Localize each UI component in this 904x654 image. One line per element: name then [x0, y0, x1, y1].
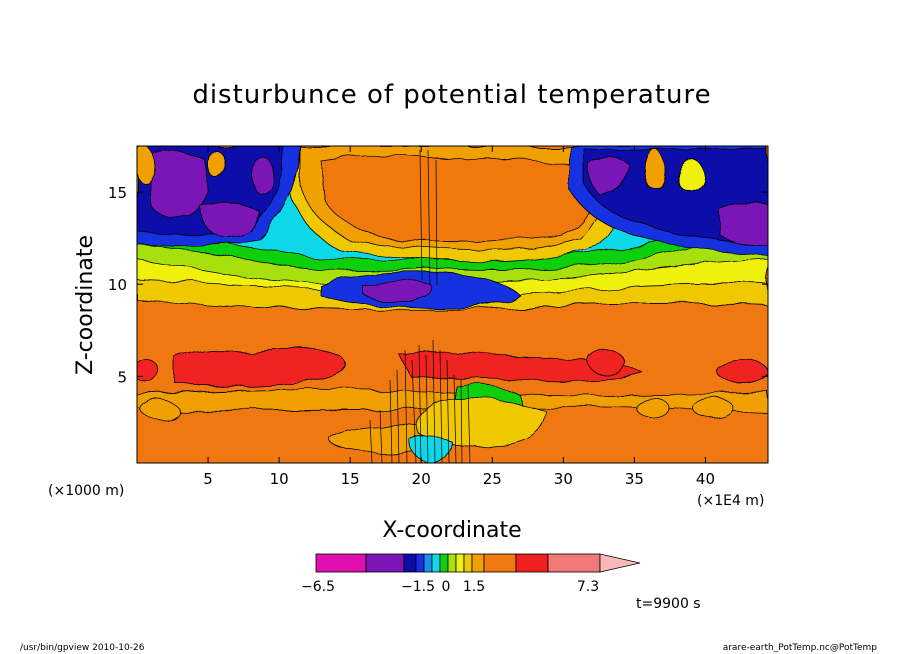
x-tick-label: 30	[554, 470, 573, 488]
colorbar-label: −6.5	[301, 579, 335, 595]
low-blob	[636, 397, 670, 419]
colorbar-segment	[447, 553, 457, 573]
ur-orange-blob	[675, 158, 705, 192]
ur-purple	[589, 157, 631, 196]
x-axis-label: X-coordinate	[382, 518, 521, 543]
convective-lines	[369, 149, 471, 463]
x-tick-label: 5	[203, 470, 213, 488]
colorbar-arrow	[599, 553, 641, 573]
footer-left: /usr/bin/gpview 2010-10-26	[20, 643, 145, 653]
colorbar-segment	[455, 553, 465, 573]
colorbar-segment	[415, 553, 425, 573]
ul-purple	[199, 202, 261, 239]
plot-frame	[136, 145, 769, 464]
colorbar-segment	[463, 553, 473, 573]
x-tick-label: 25	[483, 470, 502, 488]
x-unit-label: (×1E4 m)	[697, 493, 764, 509]
colorbar-segment	[547, 553, 601, 573]
colorbar-label: 1.5	[463, 579, 485, 595]
colorbar-segment	[365, 553, 405, 573]
red-blob	[717, 359, 768, 385]
colorbar-segment	[315, 553, 367, 573]
colorbar-label: 7.3	[577, 579, 599, 595]
y-tick-label: 5	[117, 368, 127, 386]
y-axis-label: Z-coordinate	[73, 235, 98, 375]
red-band	[399, 351, 641, 381]
colorbar-labels: −6.5 −1.5 0 1.5 7.3	[301, 579, 599, 595]
x-tick-label: 40	[696, 470, 715, 488]
chart-title: disturbunce of potential temperature	[192, 80, 711, 110]
x-axis: 5 10 15 20 25 30 35 40	[203, 146, 715, 488]
time-annotation: t=9900 s	[636, 596, 701, 612]
colorbar-segment	[423, 553, 433, 573]
colorbar-segment	[439, 553, 449, 573]
ur-orange-blob	[644, 149, 666, 191]
y-axis: 5 10 15	[108, 184, 768, 386]
low-blob	[692, 397, 734, 419]
y-tick-label: 15	[108, 184, 127, 202]
y-tick-label: 10	[108, 276, 127, 294]
field-shapes	[137, 146, 768, 463]
ul-orange-blob	[137, 146, 156, 184]
ul-purple	[149, 152, 209, 217]
x-tick-label: 15	[341, 470, 360, 488]
x-tick-label: 20	[412, 470, 431, 488]
footer-right: arare-earth_PotTemp.nc@PotTemp	[723, 643, 878, 653]
x-tick-label: 35	[625, 470, 644, 488]
ul-orange-blob	[208, 150, 226, 180]
convective-yellow	[418, 398, 546, 446]
colorbar-label: −1.5	[401, 579, 435, 595]
x-tick-label: 10	[270, 470, 289, 488]
low-blob	[141, 399, 179, 421]
colorbar-segment	[515, 553, 549, 573]
ul-purple-blob	[249, 156, 275, 194]
y-unit-label: (×1000 m)	[48, 483, 124, 499]
colorbar-segment	[431, 553, 441, 573]
colorbar-segment	[471, 553, 485, 573]
contour-field	[137, 146, 768, 463]
red-band	[174, 347, 346, 387]
red-blob	[588, 350, 626, 376]
colorbar-segment	[483, 553, 517, 573]
colorbar-segment	[403, 553, 417, 573]
ur-purple	[719, 202, 768, 246]
colorbar-label: 0	[442, 579, 451, 595]
central-core	[319, 154, 593, 243]
colorbar	[315, 553, 641, 573]
purple-pool	[361, 280, 433, 303]
